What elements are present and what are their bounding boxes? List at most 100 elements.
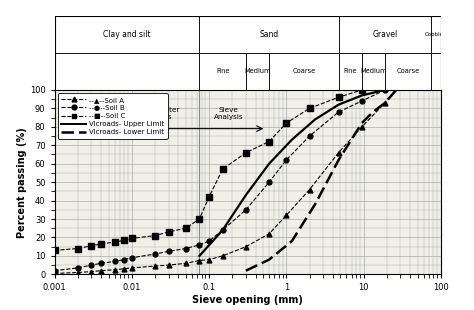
Vicroads- Upper Limit bbox=[382, 88, 388, 92]
Text: Sieve
Analysis: Sieve Analysis bbox=[214, 107, 244, 120]
Vicroads- Upper Limit bbox=[220, 228, 226, 232]
--▲--Soil A bbox=[75, 271, 81, 274]
Line: Vicroads- Upper Limit: Vicroads- Upper Limit bbox=[200, 90, 385, 256]
Text: Medium: Medium bbox=[244, 68, 271, 74]
Text: Coarse: Coarse bbox=[397, 68, 420, 74]
--●--Soil B bbox=[112, 259, 118, 263]
--■--Soil C bbox=[359, 88, 365, 92]
--●--Soil B bbox=[220, 228, 226, 232]
--■--Soil C bbox=[121, 238, 127, 242]
Vicroads- Lower Limit bbox=[336, 158, 341, 162]
Line: --▲--Soil A: --▲--Soil A bbox=[52, 100, 388, 276]
--■--Soil C bbox=[75, 247, 81, 250]
--■--Soil C bbox=[89, 244, 94, 248]
--●--Soil B bbox=[98, 261, 104, 265]
Bar bbox=[431, 16, 441, 53]
--■--Soil C bbox=[52, 249, 57, 252]
--●--Soil B bbox=[266, 180, 272, 184]
Vicroads- Upper Limit bbox=[289, 138, 295, 142]
Text: Sand: Sand bbox=[259, 29, 279, 39]
Text: Fine: Fine bbox=[344, 68, 357, 74]
Vicroads- Upper Limit bbox=[312, 117, 318, 121]
--■--Soil C bbox=[152, 234, 158, 237]
--■--Soil C bbox=[129, 237, 135, 240]
--●--Soil B bbox=[183, 247, 189, 250]
X-axis label: Sieve opening (mm): Sieve opening (mm) bbox=[192, 295, 303, 305]
Text: Hydrometer
Analysis: Hydrometer Analysis bbox=[137, 107, 180, 120]
--●--Soil B bbox=[206, 239, 212, 243]
Vicroads- Lower Limit bbox=[359, 121, 365, 125]
--●--Soil B bbox=[129, 256, 135, 259]
--■--Soil C bbox=[243, 151, 249, 154]
Text: Coarse: Coarse bbox=[292, 68, 316, 74]
--▲--Soil A bbox=[183, 261, 189, 265]
--▲--Soil A bbox=[243, 245, 249, 249]
--■--Soil C bbox=[183, 226, 189, 230]
--■--Soil C bbox=[197, 217, 202, 221]
Y-axis label: Percent passing (%): Percent passing (%) bbox=[17, 127, 27, 237]
--●--Soil B bbox=[121, 258, 127, 261]
Vicroads- Upper Limit bbox=[359, 94, 365, 97]
--●--Soil B bbox=[359, 99, 365, 103]
--▲--Soil A bbox=[283, 214, 289, 217]
--■--Soil C bbox=[336, 95, 341, 99]
Bar bbox=[338, 16, 431, 53]
--▲--Soil A bbox=[129, 266, 135, 270]
--●--Soil B bbox=[243, 208, 249, 212]
Bar bbox=[55, 16, 200, 53]
--■--Soil C bbox=[266, 140, 272, 144]
Vicroads- Lower Limit bbox=[370, 110, 376, 114]
--▲--Soil A bbox=[359, 125, 365, 129]
Vicroads- Lower Limit bbox=[312, 202, 318, 206]
Bar bbox=[200, 16, 338, 53]
Vicroads- Upper Limit bbox=[197, 254, 202, 258]
--▲--Soil A bbox=[166, 263, 172, 267]
Line: Vicroads- Lower Limit: Vicroads- Lower Limit bbox=[246, 90, 396, 271]
Legend: --▲--Soil A, --●--Soil B, --■--Soil C, Vicroads- Upper Limit, Vicroads- Lower Li: --▲--Soil A, --●--Soil B, --■--Soil C, V… bbox=[58, 93, 168, 139]
--■--Soil C bbox=[98, 242, 104, 246]
--▲--Soil A bbox=[382, 101, 388, 105]
--●--Soil B bbox=[166, 250, 172, 253]
--●--Soil B bbox=[197, 243, 202, 247]
--■--Soil C bbox=[166, 230, 172, 234]
Vicroads- Upper Limit bbox=[336, 103, 341, 107]
--●--Soil B bbox=[382, 88, 388, 92]
--▲--Soil A bbox=[89, 270, 94, 273]
--▲--Soil A bbox=[152, 264, 158, 268]
--▲--Soil A bbox=[98, 269, 104, 272]
Bar bbox=[385, 53, 431, 90]
--●--Soil B bbox=[283, 158, 289, 162]
Text: Clay and silt: Clay and silt bbox=[103, 29, 151, 39]
Bar bbox=[362, 53, 385, 90]
Bar bbox=[200, 53, 246, 90]
Vicroads- Lower Limit bbox=[393, 88, 399, 92]
Bar bbox=[431, 53, 441, 90]
--▲--Soil A bbox=[266, 232, 272, 236]
--▲--Soil A bbox=[206, 258, 212, 261]
--●--Soil B bbox=[336, 110, 341, 114]
Vicroads- Upper Limit bbox=[266, 162, 272, 166]
Line: --■--Soil C: --■--Soil C bbox=[52, 87, 365, 253]
Vicroads- Upper Limit bbox=[243, 193, 249, 197]
--■--Soil C bbox=[283, 121, 289, 125]
--●--Soil B bbox=[152, 252, 158, 256]
Text: Gravel: Gravel bbox=[372, 29, 398, 39]
Text: Cobbles: Cobbles bbox=[425, 32, 447, 37]
Bar bbox=[55, 53, 200, 90]
--▲--Soil A bbox=[52, 272, 57, 275]
--▲--Soil A bbox=[336, 151, 341, 154]
Text: Medium: Medium bbox=[360, 68, 387, 74]
--●--Soil B bbox=[89, 263, 94, 267]
Vicroads- Lower Limit bbox=[243, 269, 249, 272]
Bar bbox=[269, 53, 338, 90]
--■--Soil C bbox=[206, 195, 212, 199]
--▲--Soil A bbox=[121, 267, 127, 271]
--■--Soil C bbox=[307, 107, 312, 110]
--■--Soil C bbox=[112, 240, 118, 244]
--▲--Soil A bbox=[220, 254, 226, 258]
Bar bbox=[246, 53, 269, 90]
Vicroads- Lower Limit bbox=[289, 239, 295, 243]
--●--Soil B bbox=[75, 266, 81, 270]
Vicroads- Lower Limit bbox=[382, 101, 388, 105]
--▲--Soil A bbox=[307, 188, 312, 191]
